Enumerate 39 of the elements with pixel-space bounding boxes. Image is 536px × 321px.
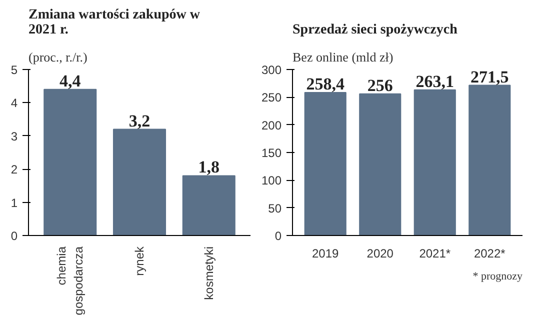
bar bbox=[182, 175, 236, 236]
y-tick-label: 1 bbox=[10, 196, 18, 210]
x-tick-label: 2019 bbox=[312, 246, 340, 260]
data-label: 271,5 bbox=[470, 67, 509, 86]
bar bbox=[112, 128, 166, 236]
chart-subtitle: (proc., r./r.) bbox=[28, 50, 88, 64]
x-tick-label: rynek bbox=[132, 246, 146, 276]
y-tick-label: 200 bbox=[261, 118, 282, 132]
data-label: 1,8 bbox=[198, 158, 220, 177]
data-label: 256 bbox=[367, 76, 393, 95]
chart-subtitle: Bez online (mld zł) bbox=[292, 50, 394, 64]
y-tick-label: 0 bbox=[10, 229, 18, 243]
data-label: 263,1 bbox=[416, 72, 454, 91]
y-tick-label: 2 bbox=[10, 162, 18, 177]
x-tick-label: 2021* bbox=[419, 246, 451, 260]
y-tick-label: 150 bbox=[261, 146, 282, 160]
chart-title: Zmiana wartości zakupów w 2021 r. bbox=[28, 8, 201, 38]
bar bbox=[359, 93, 402, 236]
text: * prognozy bbox=[472, 270, 523, 282]
x-tick-label: chemia gospodarcza bbox=[54, 246, 86, 316]
data-label: 4,4 bbox=[60, 71, 82, 90]
data-label: 3,2 bbox=[128, 111, 150, 130]
y-tick-label: 4 bbox=[10, 96, 18, 110]
bar bbox=[44, 88, 97, 236]
y-tick-label: 3 bbox=[10, 129, 18, 144]
y-tick-label: 250 bbox=[261, 90, 282, 105]
y-tick-label: 300 bbox=[261, 63, 282, 77]
chart-title: Sprzedaż sieci spożywczych bbox=[292, 22, 458, 38]
x-tick-label: kosmetyki bbox=[202, 246, 216, 300]
data-label: 258,4 bbox=[306, 74, 345, 94]
y-tick-label: 100 bbox=[261, 174, 282, 188]
y-tick-label: 5 bbox=[10, 63, 18, 77]
y-tick-label: 0 bbox=[274, 229, 282, 243]
bar bbox=[468, 84, 511, 236]
y-tick-label: 50 bbox=[268, 201, 282, 216]
bar bbox=[414, 89, 456, 236]
bar bbox=[304, 92, 346, 236]
x-tick-label: 2020 bbox=[366, 246, 394, 260]
x-tick-label: 2022* bbox=[474, 246, 506, 260]
